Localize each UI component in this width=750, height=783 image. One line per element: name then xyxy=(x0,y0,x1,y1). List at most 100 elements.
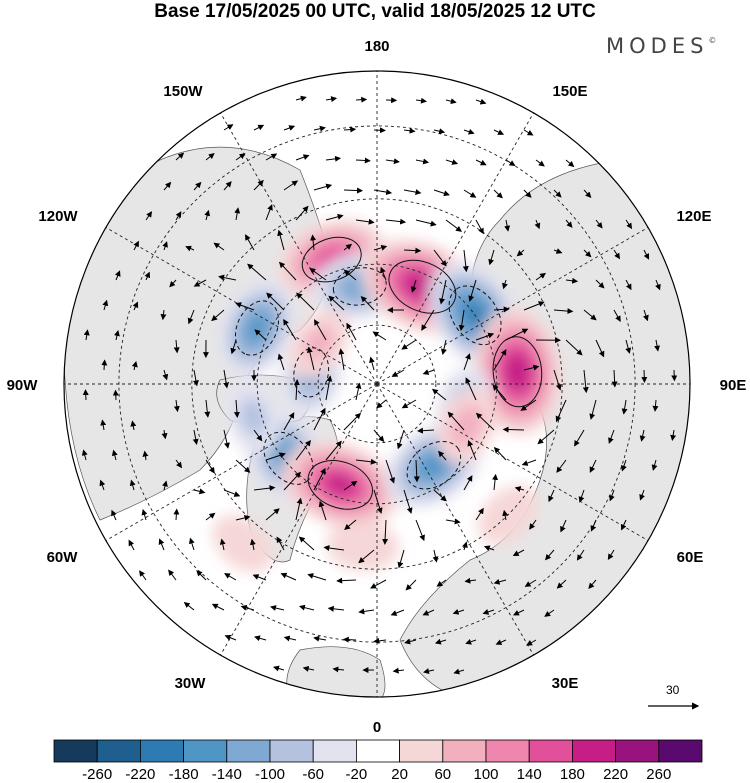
wind-vector xyxy=(560,519,567,533)
anomaly-contour-6 xyxy=(263,431,314,485)
wind-vector xyxy=(422,369,435,375)
wind-vector xyxy=(512,549,525,556)
wind-vector xyxy=(298,536,315,551)
wind-vector xyxy=(431,388,447,401)
wind-vector xyxy=(192,369,199,387)
wind-vector xyxy=(565,159,575,168)
colorbar-tick-label: -180 xyxy=(168,766,199,783)
wind-vector xyxy=(583,309,597,321)
wind-vector xyxy=(169,279,177,288)
wind-vector xyxy=(283,412,295,431)
wind-vector xyxy=(283,180,299,191)
wind-vector xyxy=(265,204,273,221)
wind-vector xyxy=(314,319,327,341)
wind-vector xyxy=(355,96,368,103)
wind-vector xyxy=(462,541,468,551)
wind-vector xyxy=(475,412,495,431)
wind-vector xyxy=(482,609,495,615)
wind-vector xyxy=(433,189,450,197)
wind-vector xyxy=(613,249,620,260)
wind-vector xyxy=(464,577,477,584)
colorbar-tick-label: -140 xyxy=(211,766,242,783)
wind-vector xyxy=(504,219,511,232)
wind-vector xyxy=(447,411,465,431)
wind-vector xyxy=(223,429,230,449)
colorbar-swatch-12 xyxy=(572,739,617,763)
wind-vector xyxy=(589,399,597,420)
wind-vector xyxy=(99,479,106,491)
wind-vector xyxy=(249,538,256,551)
wind-vector xyxy=(523,129,534,136)
wind-vector xyxy=(224,573,237,581)
wind-vector xyxy=(253,179,264,191)
wind-vector xyxy=(270,605,285,611)
wind-vector xyxy=(223,181,232,191)
wind-vector xyxy=(295,439,311,461)
logo-mark: © xyxy=(708,36,717,45)
logo-text: MODES xyxy=(606,34,709,58)
wind-vector xyxy=(218,274,237,281)
wind-vector xyxy=(265,153,278,161)
wind-vector xyxy=(391,369,405,377)
wind-vector xyxy=(401,399,417,409)
wind-vector xyxy=(114,329,120,341)
wind-vector xyxy=(548,489,555,503)
wind-vector xyxy=(621,459,627,472)
wind-vector xyxy=(355,218,375,225)
colorbar-swatch-3 xyxy=(183,739,228,763)
wind-vector xyxy=(390,609,405,616)
wind-vector xyxy=(318,500,327,521)
wind-vector xyxy=(462,249,469,273)
wind-vector xyxy=(235,153,246,161)
anomaly-negative-12-level-1 xyxy=(239,398,267,436)
colorbar-tick-label: 60 xyxy=(434,766,452,783)
wind-vector xyxy=(385,158,400,165)
wind-vector xyxy=(432,549,439,563)
wind-vector xyxy=(445,98,457,105)
wind-vector xyxy=(523,364,540,371)
colorbar-tick-label: 100 xyxy=(473,766,499,783)
wind-vector xyxy=(313,183,333,191)
wind-vector xyxy=(544,549,555,561)
colorbar-swatch-0 xyxy=(53,739,98,763)
wind-vector xyxy=(252,574,267,581)
wind-vector xyxy=(556,579,567,589)
wind-vector xyxy=(452,608,465,615)
wind-vector xyxy=(343,126,357,133)
wind-vector xyxy=(142,450,149,461)
anomaly-contours xyxy=(234,236,543,510)
wind-vector xyxy=(537,429,555,445)
wind-vector xyxy=(535,272,546,281)
wind-vector xyxy=(230,339,237,355)
wind-vector xyxy=(233,399,240,418)
wind-vector xyxy=(161,429,168,440)
wind-vector xyxy=(168,569,177,581)
wind-vector xyxy=(413,459,420,483)
wind-vector xyxy=(328,295,345,311)
wind-vector xyxy=(343,412,362,431)
lon-label-60e: 60E xyxy=(677,549,704,566)
wind-vector xyxy=(556,459,567,473)
wind-vector xyxy=(574,429,585,447)
wind-vector xyxy=(163,181,172,191)
wind-vector xyxy=(565,219,573,228)
wind-vector xyxy=(651,459,658,471)
land-africa xyxy=(286,646,386,697)
wind-vector xyxy=(223,489,241,497)
colorbar-swatch-4 xyxy=(226,739,271,763)
wind-vector xyxy=(423,668,435,675)
wind-vector xyxy=(493,129,505,135)
wind-vector xyxy=(652,399,659,412)
wind-vector xyxy=(276,536,285,551)
colorbar-swatch-11 xyxy=(528,739,573,763)
wind-vector xyxy=(643,309,649,322)
wind-vector xyxy=(445,518,461,525)
wind-vector xyxy=(309,267,327,281)
wind-vector xyxy=(338,348,345,371)
wind-vector xyxy=(355,458,377,465)
wind-vector xyxy=(475,98,487,105)
wind-vector xyxy=(343,269,357,281)
wind-vector xyxy=(266,292,285,311)
wind-vector xyxy=(421,309,435,331)
wind-vector xyxy=(492,473,499,491)
